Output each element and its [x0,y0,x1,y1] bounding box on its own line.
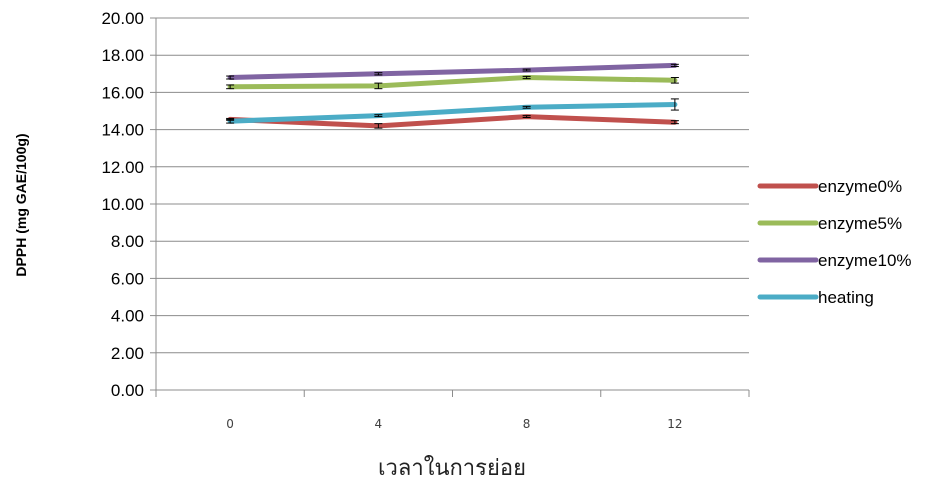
error-bar [670,63,679,68]
error-bar [522,75,531,80]
x-tick-label: 8 [523,417,531,431]
error-bar [226,84,235,90]
legend-item: enzyme0% [757,177,902,196]
x-tick-labels: 0 4 8 12 [226,417,682,431]
legend: enzyme0% enzyme5% enzyme10% heating [757,177,912,307]
x-tick-label: 12 [667,417,682,431]
y-axis-label: DPPH (mg GAE/100g) [13,133,29,276]
legend-label: heating [818,288,874,307]
legend-label: enzyme5% [818,214,902,233]
y-tick-label: 6.00 [111,269,144,288]
series-line-enzyme0% [227,114,678,129]
y-tick-label: 8.00 [111,232,144,251]
legend-item: heating [757,288,874,307]
series-line-enzyme10% [227,62,678,80]
x-tick-label: 0 [226,417,234,431]
legend-label: enzyme10% [818,251,912,270]
legend-label: enzyme0% [818,177,902,196]
y-tick-label: 4.00 [111,307,144,326]
x-tick-label: 4 [375,417,383,431]
error-bar [670,98,679,111]
series-lines [227,62,678,129]
series-line-enzyme5% [227,75,678,90]
error-bar [374,114,383,118]
y-tick-label: 14.00 [101,121,144,140]
y-tick-labels: 0.00 2.00 4.00 6.00 8.00 10.00 12.00 14.00 16.00… [101,9,144,400]
error-bar [522,68,531,72]
x-axis-label: เวลาในการย่อย [378,455,526,477]
error-bar [226,118,235,124]
error-bar [374,123,383,129]
error-bar [374,72,383,76]
legend-item: enzyme10% [757,251,912,270]
y-tick-label: 20.00 [101,9,144,28]
y-tick-label: 12.00 [101,158,144,177]
axes [150,17,750,397]
error-bar [522,115,531,119]
error-bar [226,75,235,80]
y-tick-label: 16.00 [101,83,144,102]
y-tick-label: 18.00 [101,46,144,65]
error-bar [522,105,531,109]
legend-item: enzyme5% [757,214,902,233]
error-bar [670,77,679,84]
error-bar [374,82,383,90]
grid-lines [156,17,749,354]
series-line-heating [227,102,678,124]
y-tick-label: 2.00 [111,344,144,363]
error-bar [670,120,679,125]
error-bars [226,63,679,129]
y-tick-label: 10.00 [101,195,144,214]
y-tick-label: 0.00 [111,381,144,400]
